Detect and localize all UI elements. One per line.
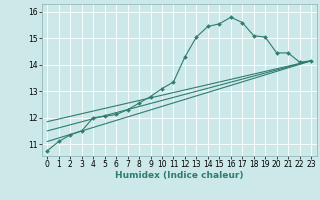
X-axis label: Humidex (Indice chaleur): Humidex (Indice chaleur) [115, 171, 244, 180]
